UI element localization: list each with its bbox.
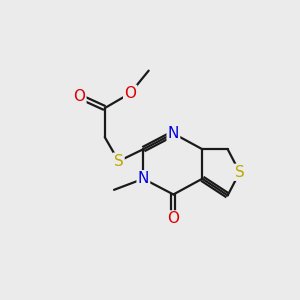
Text: N: N — [168, 126, 179, 141]
Text: S: S — [235, 165, 244, 180]
Text: O: O — [124, 86, 136, 101]
Text: O: O — [167, 212, 179, 226]
Text: S: S — [114, 154, 124, 169]
Text: N: N — [138, 171, 149, 186]
Text: O: O — [74, 89, 86, 104]
